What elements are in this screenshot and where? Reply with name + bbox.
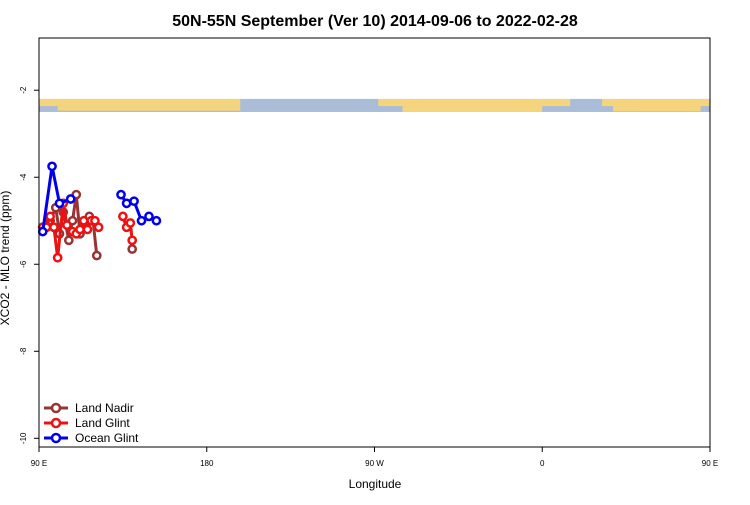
legend-item-land-glint: Land Glint [44, 416, 130, 430]
series-layer [37, 161, 162, 263]
y-axis-label: XCO2 - MLO trend (ppm) [0, 191, 12, 326]
data-point-ocean-glint [136, 215, 147, 226]
data-point-ocean-glint [129, 196, 139, 207]
data-point-land-glint [125, 218, 136, 228]
data-point-land-glint [93, 222, 104, 233]
legend-label-ocean-glint: Ocean Glint [75, 431, 139, 445]
legend: Land Nadir Land Glint Ocean Glint [44, 401, 139, 445]
world-map-strip [39, 98, 710, 112]
data-point-land-glint [52, 252, 63, 263]
legend-marker-land-nadir [50, 402, 62, 414]
map-land-region [57, 106, 241, 111]
x-tick-label: 90 E [31, 459, 47, 468]
x-axis-label: Longitude [349, 477, 402, 491]
data-point-land-glint [49, 222, 59, 233]
y-tick-label: -6 [19, 260, 28, 268]
data-point-land-glint [45, 211, 56, 222]
legend-item-ocean-glint: Ocean Glint [44, 431, 139, 445]
map-land-region [601, 98, 710, 107]
series-ocean-glint [37, 161, 162, 237]
data-point-ocean-glint [144, 211, 154, 222]
axes: 90 E 180 90 W 0 90 E -2 -4 -6 -8 -10 [19, 37, 718, 468]
legend-label-land-nadir: Land Nadir [75, 401, 134, 415]
data-point-land-glint [118, 211, 128, 222]
y-tick-label: -4 [19, 173, 28, 181]
x-tick-label: 180 [200, 459, 214, 468]
map-land-region [39, 98, 241, 107]
data-point-ocean-glint [54, 198, 65, 209]
y-tick-label: -8 [19, 347, 28, 355]
map-land-region [402, 106, 543, 112]
data-point-ocean-glint [121, 198, 132, 209]
legend-item-land-nadir: Land Nadir [44, 401, 134, 415]
data-point-land-nadir [127, 244, 138, 254]
data-point-ocean-glint [47, 161, 57, 172]
x-tick-label: 90 W [365, 459, 384, 468]
data-point-ocean-glint [116, 189, 126, 200]
data-point-ocean-glint [37, 226, 48, 237]
data-point-ocean-glint [151, 215, 162, 226]
series-line-ocean-glint [41, 164, 72, 232]
data-point-land-nadir [91, 250, 102, 261]
data-point-ocean-glint [65, 194, 76, 204]
y-tick-label: -10 [19, 432, 28, 444]
data-point-land-glint [82, 224, 93, 235]
data-point-land-nadir [63, 235, 74, 246]
legend-label-land-glint: Land Glint [75, 416, 130, 430]
map-land-region [378, 98, 571, 107]
x-tick-label: 0 [540, 459, 545, 468]
data-point-land-glint [75, 224, 85, 235]
x-tick-label: 90 E [702, 459, 718, 468]
data-point-land-glint [62, 220, 72, 230]
data-point-land-glint [127, 235, 138, 246]
y-tick-label: -2 [19, 86, 28, 94]
data-point-land-glint [78, 215, 89, 226]
map-land-region [635, 106, 692, 110]
legend-marker-land-glint [50, 417, 62, 429]
chart-title: 50N-55N September (Ver 10) 2014-09-06 to… [172, 13, 578, 30]
legend-marker-ocean-glint [50, 432, 62, 444]
